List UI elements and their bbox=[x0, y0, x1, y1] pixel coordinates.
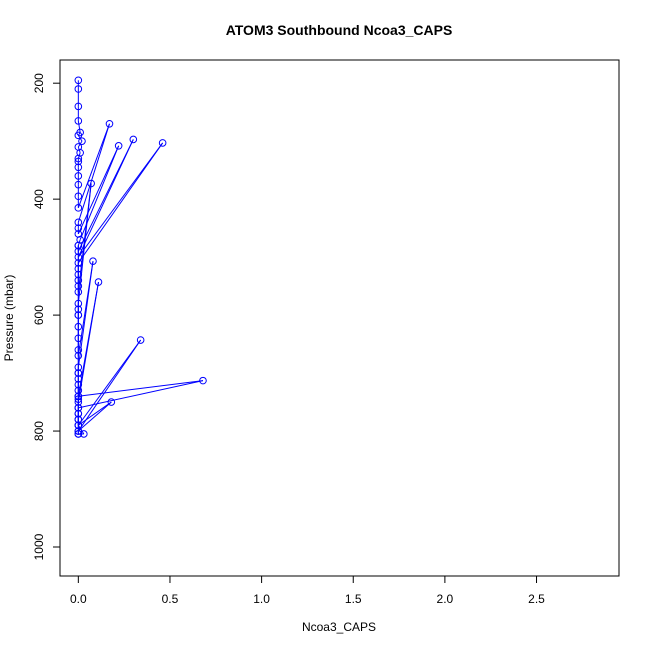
data-point bbox=[74, 85, 83, 93]
series-line-segment bbox=[77, 401, 112, 432]
data-point bbox=[74, 163, 83, 172]
data-point bbox=[74, 409, 83, 418]
data-point bbox=[158, 139, 167, 147]
series-line-segment bbox=[77, 132, 81, 136]
data-point bbox=[74, 322, 83, 331]
series-points bbox=[74, 76, 207, 438]
data-point bbox=[74, 369, 83, 377]
data-point bbox=[74, 76, 83, 85]
data-point bbox=[199, 376, 207, 385]
data-point bbox=[74, 259, 83, 267]
data-point bbox=[74, 334, 83, 343]
series-line-segment bbox=[77, 139, 134, 258]
series-line-segment bbox=[77, 142, 164, 258]
x-tick-label: 2.5 bbox=[528, 592, 545, 606]
data-point bbox=[74, 131, 83, 140]
data-point bbox=[74, 395, 83, 403]
data-point bbox=[74, 404, 83, 412]
data-point bbox=[74, 351, 83, 360]
data-point bbox=[74, 253, 83, 261]
data-point bbox=[74, 311, 83, 319]
data-point bbox=[74, 375, 83, 383]
data-point bbox=[74, 241, 83, 250]
series-line-segment bbox=[77, 261, 94, 368]
data-point bbox=[74, 247, 83, 256]
data-point bbox=[74, 204, 83, 212]
data-point bbox=[74, 102, 83, 111]
x-tick-label: 1.5 bbox=[345, 592, 362, 606]
data-point bbox=[74, 288, 83, 296]
data-point bbox=[94, 278, 103, 286]
data-point bbox=[74, 172, 83, 180]
data-point bbox=[74, 192, 83, 201]
series-line-segment bbox=[77, 123, 110, 223]
series-line-segment bbox=[77, 123, 110, 209]
y-tick-label: 800 bbox=[32, 421, 46, 441]
data-point bbox=[105, 119, 114, 128]
series-line-segment bbox=[77, 142, 164, 264]
x-axis-label: Ncoa3_CAPS bbox=[302, 620, 376, 634]
chart-title: ATOM3 Southbound Ncoa3_CAPS bbox=[226, 22, 453, 38]
data-point bbox=[74, 415, 83, 424]
data-point bbox=[74, 180, 83, 189]
data-point bbox=[74, 398, 83, 406]
data-point bbox=[74, 224, 83, 232]
x-axis: 0.0 0.5 1.0 1.5 2.0 2.5 bbox=[70, 575, 545, 606]
series-lines bbox=[77, 80, 204, 435]
series-line-segment bbox=[78, 401, 112, 426]
y-tick-label: 400 bbox=[32, 189, 46, 209]
data-point bbox=[74, 305, 83, 314]
data-point bbox=[74, 218, 83, 227]
series-line-segment bbox=[77, 281, 99, 403]
data-point bbox=[74, 380, 83, 389]
data-point bbox=[74, 363, 83, 372]
data-point bbox=[74, 392, 83, 401]
y-tick-label: 600 bbox=[32, 305, 46, 325]
series-line-segment bbox=[77, 339, 142, 426]
series-line-segment bbox=[78, 380, 204, 397]
data-point bbox=[74, 346, 83, 354]
data-point bbox=[74, 299, 83, 308]
series-line-segment bbox=[77, 145, 120, 235]
y-tick-label: 1000 bbox=[32, 533, 46, 560]
data-point bbox=[87, 179, 95, 188]
data-point bbox=[74, 386, 83, 395]
x-tick-label: 0.5 bbox=[162, 592, 179, 606]
x-tick-label: 0.0 bbox=[70, 592, 87, 606]
data-point bbox=[74, 270, 83, 279]
data-point bbox=[74, 276, 83, 285]
data-point bbox=[74, 117, 83, 125]
data-point bbox=[74, 430, 83, 438]
x-tick-label: 2.0 bbox=[437, 592, 454, 606]
data-point bbox=[89, 257, 97, 265]
data-point bbox=[74, 421, 83, 430]
series-line-segment bbox=[77, 120, 81, 133]
data-point bbox=[107, 398, 116, 406]
data-point bbox=[136, 336, 145, 344]
series-line-segment bbox=[78, 380, 204, 409]
data-point bbox=[78, 137, 86, 145]
y-axis: 200 400 600 800 1000 bbox=[32, 73, 61, 560]
data-point bbox=[74, 157, 83, 166]
data-point bbox=[129, 135, 138, 144]
x-tick-label: 1.0 bbox=[253, 592, 270, 606]
data-point bbox=[80, 430, 88, 438]
data-point bbox=[74, 264, 83, 273]
data-point bbox=[74, 154, 83, 163]
data-point bbox=[74, 282, 83, 290]
series-line-segment bbox=[77, 339, 142, 432]
data-point bbox=[114, 142, 123, 150]
y-axis-label: Pressure (mbar) bbox=[2, 275, 16, 362]
y-tick-label: 200 bbox=[32, 73, 46, 93]
